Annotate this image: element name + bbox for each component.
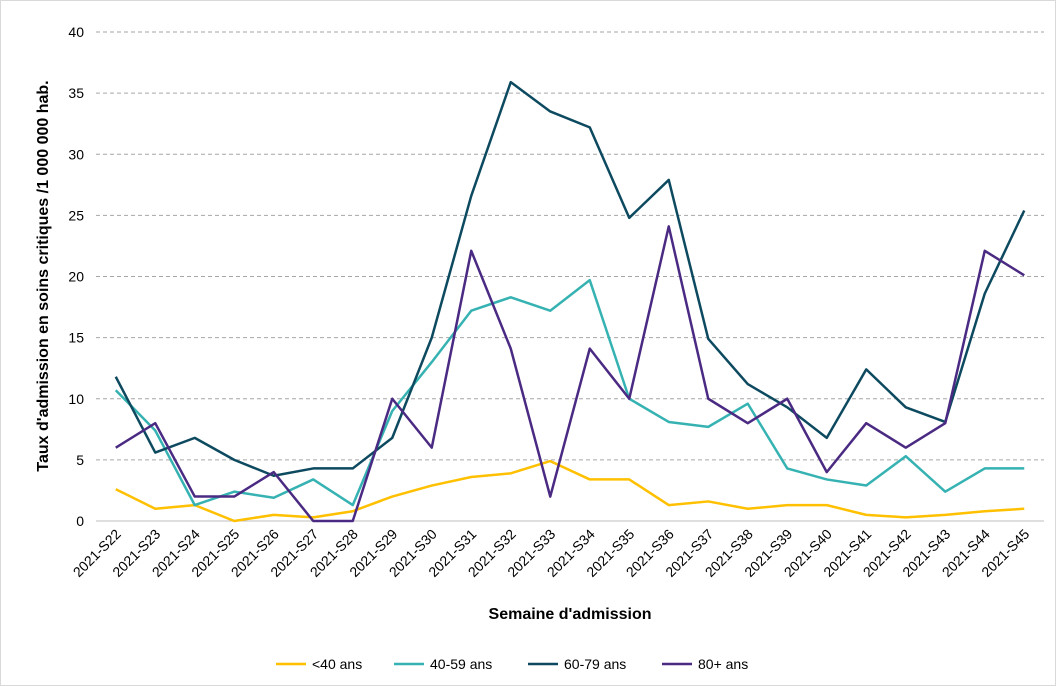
y-tick-label: 20 <box>68 269 84 285</box>
y-tick-label: 15 <box>68 330 84 346</box>
legend-label: 80+ ans <box>698 656 748 672</box>
y-tick-label: 0 <box>76 513 84 529</box>
legend-label: <40 ans <box>312 656 362 672</box>
series-line <box>114 80 1026 478</box>
series-line <box>115 225 1025 523</box>
y-tick-label: 30 <box>68 146 84 162</box>
y-tick-label: 25 <box>68 207 84 223</box>
legend-label: 40-59 ans <box>430 656 492 672</box>
y-axis-title: Taux d'admission en soins critiques /1 0… <box>35 80 52 471</box>
series-line <box>114 278 1025 507</box>
y-tick-label: 40 <box>68 24 84 40</box>
series-line <box>115 459 1025 523</box>
legend-label: 60-79 ans <box>564 656 626 672</box>
y-tick-label: 35 <box>68 85 84 101</box>
y-tick-label: 10 <box>68 391 84 407</box>
y-tick-label: 5 <box>76 452 84 468</box>
x-axis-title: Semaine d'admission <box>489 606 652 623</box>
